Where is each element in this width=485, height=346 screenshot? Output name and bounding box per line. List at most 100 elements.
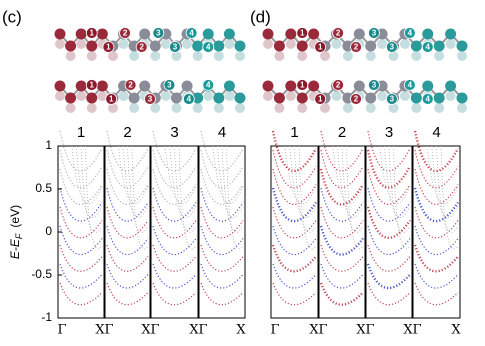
- atom: [434, 103, 445, 113]
- atom-label: 1: [300, 29, 305, 38]
- column-label: 3: [170, 124, 178, 141]
- atom: [128, 92, 140, 104]
- atom-label: 1: [90, 81, 95, 90]
- column-label: 1: [290, 124, 298, 141]
- band: [152, 130, 197, 172]
- atom: [262, 80, 274, 92]
- band: [272, 263, 317, 289]
- band: [271, 187, 318, 223]
- atom: [342, 103, 353, 113]
- band-gray: [174, 145, 197, 233]
- atom: [65, 51, 76, 61]
- x-label-gamma: Γ: [57, 323, 66, 338]
- band: [106, 263, 149, 289]
- atom-label: 4: [206, 81, 211, 90]
- atom-label: 3: [372, 81, 377, 90]
- band: [200, 187, 244, 222]
- band: [414, 168, 459, 205]
- band: [59, 130, 103, 172]
- band: [271, 244, 317, 273]
- band-gray: [384, 145, 411, 218]
- atom-labeled: [332, 79, 345, 91]
- atom: [192, 40, 204, 52]
- band: [413, 130, 460, 173]
- atom: [445, 91, 456, 101]
- band: [59, 244, 103, 272]
- atom: [445, 39, 456, 49]
- atom: [65, 103, 76, 113]
- band: [367, 244, 411, 272]
- band: [200, 225, 244, 256]
- band: [59, 168, 103, 205]
- band: [152, 225, 197, 256]
- atom: [107, 51, 118, 61]
- band-gray: [226, 145, 244, 250]
- band-gray: [122, 145, 149, 218]
- band-gray: [298, 145, 317, 250]
- plot-frame: [150, 145, 199, 319]
- column-label: 4: [218, 124, 226, 141]
- band: [272, 168, 317, 205]
- atom-labeled: [350, 41, 362, 53]
- band: [272, 149, 317, 189]
- atom: [263, 39, 273, 49]
- atom: [456, 40, 468, 52]
- band: [106, 168, 149, 205]
- atom: [54, 28, 66, 40]
- atom: [274, 51, 285, 61]
- atom: [160, 39, 171, 49]
- column-label: 2: [123, 124, 131, 141]
- atom-labeled: [202, 41, 215, 53]
- band-gray: [217, 145, 244, 218]
- band: [272, 282, 317, 306]
- x-label-gamma: Γ: [318, 323, 327, 338]
- atom-label: 4: [408, 29, 413, 38]
- atom-label: 3: [390, 43, 395, 52]
- atom-label: 4: [426, 43, 431, 52]
- y-tick-label: 0.5: [35, 181, 52, 195]
- band: [200, 168, 244, 205]
- x-label-x: X: [356, 323, 366, 338]
- atom-label: 4: [189, 29, 194, 38]
- atom: [96, 80, 108, 92]
- atom-label: 4: [408, 81, 413, 90]
- atom: [96, 28, 108, 40]
- band: [367, 282, 411, 306]
- atom: [342, 51, 353, 61]
- column-label: 4: [432, 124, 440, 141]
- band: [152, 206, 197, 239]
- atom: [410, 40, 422, 52]
- plot-frame: [57, 145, 105, 319]
- atom-labeled: [85, 79, 98, 91]
- band: [106, 130, 149, 172]
- atom: [139, 80, 151, 92]
- atom: [181, 80, 193, 92]
- band: [367, 130, 411, 172]
- atom: [171, 51, 182, 61]
- atom: [224, 91, 235, 101]
- atom: [160, 91, 171, 101]
- atom-label: 2: [354, 95, 359, 104]
- band: [272, 206, 317, 239]
- atom: [171, 103, 182, 113]
- atom: [192, 51, 203, 61]
- atom: [55, 91, 65, 101]
- band-gray: [388, 145, 411, 233]
- atom: [235, 51, 245, 61]
- band: [152, 263, 197, 289]
- atom: [263, 91, 273, 101]
- atom: [411, 51, 422, 61]
- atom: [320, 103, 331, 113]
- atom: [129, 51, 140, 61]
- panel-label: (d): [250, 7, 271, 26]
- atom: [118, 39, 129, 49]
- band: [320, 130, 364, 172]
- band: [200, 282, 244, 306]
- band-gray: [80, 145, 103, 233]
- atom: [296, 40, 308, 52]
- x-label-x: X: [309, 323, 319, 338]
- atom-labeled: [368, 79, 380, 91]
- atom-labeled: [163, 79, 176, 91]
- atom: [353, 80, 365, 92]
- y-tick-label: 1: [45, 138, 52, 152]
